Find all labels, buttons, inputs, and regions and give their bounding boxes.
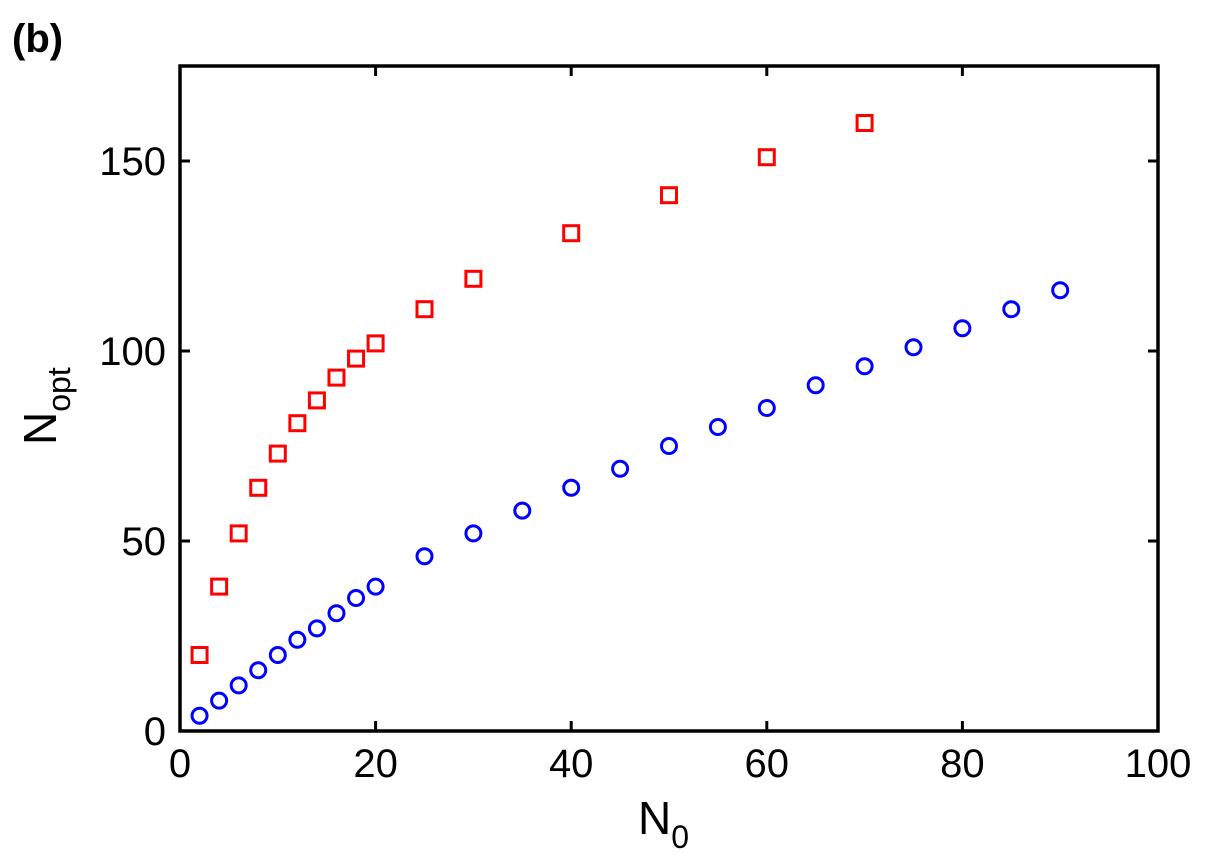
panel-label: (b) xyxy=(12,17,63,61)
data-point-square xyxy=(229,524,248,543)
data-point-square xyxy=(307,391,326,410)
data-point-circle xyxy=(288,630,307,649)
data-point-circle xyxy=(1002,300,1021,319)
data-point-circle xyxy=(464,524,483,543)
y-tick-label: 0 xyxy=(144,710,166,754)
data-point-square xyxy=(660,186,678,205)
data-point-circle xyxy=(708,418,727,436)
data-point-square xyxy=(757,148,776,167)
y-axis-label-sub: opt xyxy=(41,367,77,412)
data-point-circle xyxy=(249,661,268,680)
data-point-square xyxy=(366,334,385,353)
x-tick-label: 40 xyxy=(549,742,594,786)
data-point-circle xyxy=(327,604,346,623)
x-tick-label: 20 xyxy=(353,742,398,786)
data-point-circle xyxy=(415,547,434,566)
data-point-circle xyxy=(347,589,366,607)
data-point-square xyxy=(464,269,483,288)
data-point-square xyxy=(562,224,581,243)
x-tick-label: 60 xyxy=(745,742,790,786)
plot-area xyxy=(178,64,1160,733)
data-point-circle xyxy=(210,691,229,710)
y-axis-label: Nopt xyxy=(14,367,77,445)
series-square xyxy=(190,114,874,664)
axis-ticks: 0 20 40 60 80 100 0 50 100 150 xyxy=(99,66,1191,786)
data-point-square xyxy=(210,577,229,596)
data-point-circle xyxy=(513,501,532,520)
data-point-square xyxy=(347,349,366,368)
data-point-circle xyxy=(611,459,630,478)
data-point-circle xyxy=(562,478,581,497)
data-point-circle xyxy=(268,646,287,664)
data-point-circle xyxy=(855,357,874,376)
y-tick-label: 150 xyxy=(99,140,166,184)
y-tick-label: 50 xyxy=(122,520,167,564)
plot-frame xyxy=(178,64,1160,733)
x-tick-label: 100 xyxy=(1125,742,1192,786)
data-point-circle xyxy=(660,437,678,455)
data-point-circle xyxy=(953,319,972,338)
data-point-circle xyxy=(904,338,923,357)
data-point-square xyxy=(327,368,346,387)
data-point-circle xyxy=(190,706,209,725)
x-axis-label-main: N xyxy=(638,792,671,844)
data-point-square xyxy=(415,300,434,319)
x-tick-label: 0 xyxy=(169,742,191,786)
data-marks xyxy=(190,114,1070,725)
x-axis-label: N0 xyxy=(638,792,689,855)
y-tick-label: 100 xyxy=(99,330,166,374)
data-point-square xyxy=(249,478,268,497)
data-point-square xyxy=(190,646,209,664)
data-point-circle xyxy=(806,376,825,395)
data-point-square xyxy=(268,444,287,463)
data-point-circle xyxy=(757,399,776,417)
series-circle xyxy=(190,281,1070,725)
x-axis-label-sub: 0 xyxy=(671,819,689,855)
data-point-square xyxy=(288,414,307,433)
y-axis-label-main: N xyxy=(14,412,66,445)
data-point-circle xyxy=(229,676,248,695)
data-point-square xyxy=(855,114,874,132)
data-point-circle xyxy=(307,619,326,638)
data-point-circle xyxy=(366,577,385,596)
x-tick-label: 80 xyxy=(940,742,985,786)
data-point-circle xyxy=(1051,281,1070,300)
